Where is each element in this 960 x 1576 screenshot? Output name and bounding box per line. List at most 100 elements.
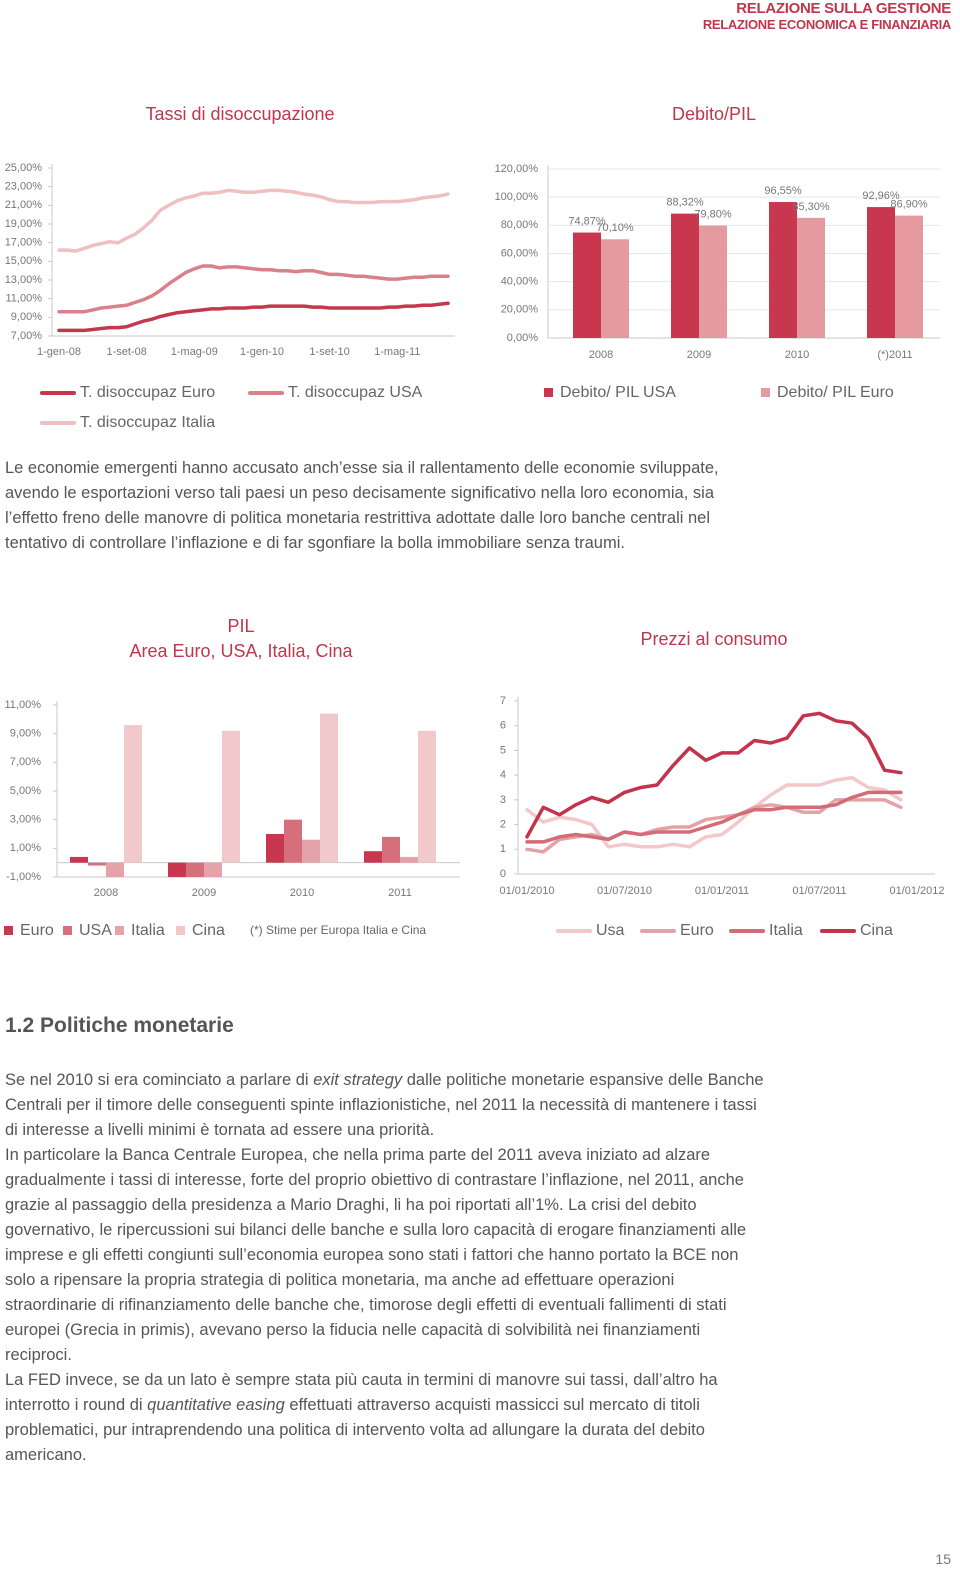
intro-paragraph: Le economie emergenti hanno accusato anc… xyxy=(5,459,719,552)
legend-swatch xyxy=(544,388,553,397)
legend-swatch xyxy=(761,388,770,397)
bar xyxy=(106,862,124,877)
y-tick-label: 0,00% xyxy=(507,332,538,344)
bar xyxy=(70,856,88,863)
bar xyxy=(284,819,302,863)
section-title: 1.2 Politiche monetarie xyxy=(5,1014,234,1037)
bar xyxy=(601,239,629,338)
paragraph: In particolare la Banca Centrale Europea… xyxy=(5,1143,765,1368)
bar xyxy=(124,725,142,863)
x-tick-label: (*)2011 xyxy=(877,349,912,361)
paragraph: La FED invece, se da un lato è sempre st… xyxy=(5,1368,765,1468)
x-tick-label: 2009 xyxy=(687,349,711,361)
y-tick-label: 21,00% xyxy=(5,199,43,211)
y-tick-label: 11,00% xyxy=(6,293,43,305)
legend-swatch xyxy=(176,926,185,935)
x-tick-label: 2010 xyxy=(785,349,809,361)
bar xyxy=(699,225,727,338)
x-tick-label: 2008 xyxy=(589,349,613,361)
x-tick-label: 1-set-08 xyxy=(106,346,146,358)
value-label: 86,90% xyxy=(890,199,928,211)
y-tick-label: 7,00% xyxy=(10,756,41,768)
series-line xyxy=(525,711,903,839)
series-line xyxy=(57,301,450,333)
chart-note: (*) Stime per Europa Italia e Cina xyxy=(250,923,426,937)
header-subtitle: RELAZIONE ECONOMICA E FINANZIARIA xyxy=(702,17,951,32)
text: dalle politiche monetarie espansive dell… xyxy=(5,1071,764,1139)
y-tick-label: 20,00% xyxy=(501,304,539,316)
y-tick-label: 100,00% xyxy=(495,191,539,203)
chart-title: Prezzi al consumo xyxy=(640,629,787,649)
text: effettuati attraverso acquisti massicci … xyxy=(5,1396,705,1464)
x-tick-label: 2009 xyxy=(192,887,216,899)
x-tick-label: 01/07/2011 xyxy=(792,885,846,897)
x-tick-label: 01/01/2011 xyxy=(695,885,749,897)
bar xyxy=(186,862,204,877)
page-number: 15 xyxy=(935,1551,951,1567)
x-tick-label: 01/01/2010 xyxy=(499,885,554,897)
legend-label: T. disoccupaz USA xyxy=(288,384,423,401)
x-tick-label: 1-mag-11 xyxy=(374,346,420,358)
legend-swatch xyxy=(4,926,13,935)
series-line xyxy=(57,264,450,314)
bar xyxy=(382,836,400,863)
y-tick-label: 19,00% xyxy=(5,218,43,230)
y-tick-label: 1 xyxy=(500,843,506,855)
chart-title: Tassi di disoccupazione xyxy=(145,104,334,124)
text: La FED invece, se da un lato è sempre st… xyxy=(5,1371,718,1414)
value-label: 85,30% xyxy=(792,201,830,213)
y-tick-label: 9,00% xyxy=(10,728,41,740)
chart-title: PIL xyxy=(227,616,254,636)
x-tick-label: 01/07/2010 xyxy=(597,885,652,897)
chart-subtitle: Area Euro, USA, Italia, Cina xyxy=(129,641,353,661)
y-tick-label: -1,00% xyxy=(6,871,41,883)
legend-label: Debito/ PIL USA xyxy=(560,384,676,401)
bar xyxy=(266,834,284,863)
value-label: 79,80% xyxy=(694,209,732,221)
section-body: Se nel 2010 si era cominciato a parlare … xyxy=(5,1068,765,1468)
legend-label: T. disoccupaz Euro xyxy=(80,384,215,401)
legend-label: T. disoccupaz Italia xyxy=(80,414,215,431)
y-tick-label: 17,00% xyxy=(5,237,43,249)
x-tick-label: 1-set-10 xyxy=(309,346,349,358)
y-tick-label: 6 xyxy=(500,720,506,732)
legend-label: Debito/ PIL Euro xyxy=(777,384,894,401)
text: In particolare la Banca Centrale Europea… xyxy=(5,1146,747,1364)
value-label: 70,10% xyxy=(596,222,634,234)
italic-text: exit strategy xyxy=(313,1071,403,1089)
value-label: 92,96% xyxy=(862,190,900,202)
bar xyxy=(364,851,382,863)
y-tick-label: 0 xyxy=(500,868,506,880)
legend-label: Euro xyxy=(20,922,54,939)
bar xyxy=(88,862,106,866)
y-tick-label: 40,00% xyxy=(501,276,539,288)
legend-label: Usa xyxy=(596,922,625,939)
y-tick-label: 15,00% xyxy=(5,255,43,267)
charts: Tassi di disoccupazione Debito/PIL PIL A… xyxy=(4,104,945,939)
series-line xyxy=(57,188,450,253)
bar xyxy=(573,232,601,338)
y-tick-label: 23,00% xyxy=(5,181,43,193)
y-tick-label: 1,00% xyxy=(10,842,41,854)
legend-swatch xyxy=(63,926,72,935)
x-tick-label: 1-gen-08 xyxy=(37,346,81,358)
bar xyxy=(302,839,320,863)
series-line xyxy=(525,775,903,849)
legend-label: Italia xyxy=(131,922,165,939)
value-label: 96,55% xyxy=(764,185,802,197)
legend-label: Euro xyxy=(680,922,714,939)
bar xyxy=(867,207,895,338)
bar xyxy=(168,862,186,877)
bar xyxy=(797,217,825,338)
y-tick-label: 80,00% xyxy=(501,219,539,231)
bar xyxy=(895,215,923,338)
y-tick-label: 25,00% xyxy=(5,162,43,174)
y-tick-label: 3,00% xyxy=(10,814,41,826)
y-tick-label: 60,00% xyxy=(501,247,539,259)
legend-swatch xyxy=(115,926,124,935)
y-tick-label: 13,00% xyxy=(5,274,43,286)
y-tick-label: 7,00% xyxy=(11,330,42,342)
y-tick-label: 9,00% xyxy=(11,311,42,323)
